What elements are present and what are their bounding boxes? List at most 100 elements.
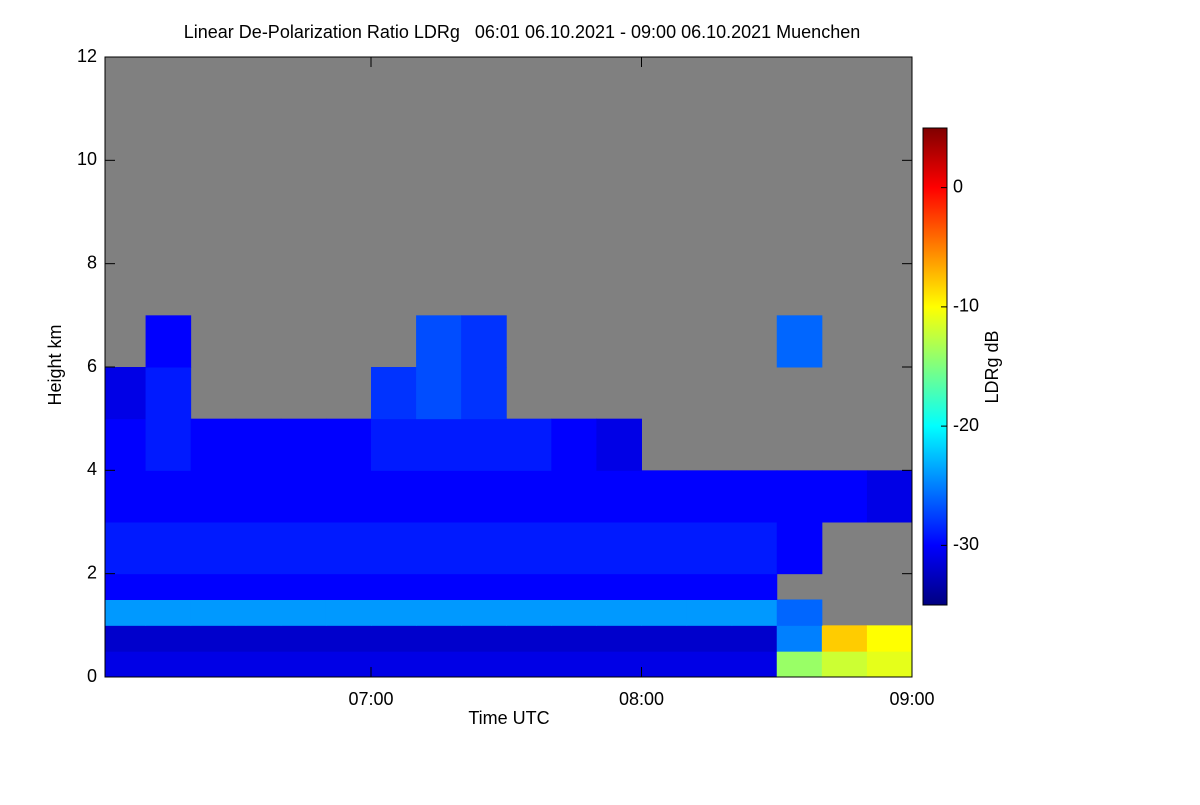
heatmap-cell [280,573,327,600]
heatmap-cell [686,573,733,600]
heatmap-cell [235,522,282,575]
heatmap-cell [866,651,913,678]
heatmap-cell [731,599,778,626]
colorbar-tick-label: 0 [953,176,963,196]
heatmap-cell [416,522,462,575]
heatmap-cell [731,522,778,575]
heatmap-cell [641,625,688,652]
heatmap-cell [145,418,192,471]
heatmap-cell [105,470,147,523]
heatmap-cell [370,522,417,575]
y-axis-label: Height km [45,324,65,405]
x-tick-label: 09:00 [889,689,934,709]
heatmap-cell [686,599,733,626]
heatmap-cell [506,625,552,652]
heatmap-cell [280,625,327,652]
heatmap-cell [235,651,282,678]
heatmap-cell [551,625,597,652]
heatmap-cell [776,651,823,678]
heatmap-cell [776,625,823,652]
heatmap-cell [105,573,147,600]
heatmap-cell [145,625,192,652]
heatmap-cell [596,418,642,471]
heatmap-cell [235,599,282,626]
heatmap-cell [325,470,372,523]
heatmap-cell [190,470,237,523]
heatmap-cell [280,599,327,626]
heatmap-cell [461,651,507,678]
heatmap-cell [416,418,462,471]
heatmap-cell [506,599,552,626]
heatmap-cell [776,470,823,523]
heatmap-cell [641,522,688,575]
x-tick-label: 07:00 [348,689,393,709]
heatmap-cell [551,522,597,575]
heatmap-cell [325,418,372,471]
heatmap-cell [145,599,192,626]
heatmap-cell [145,573,192,600]
heatmap-cell [145,522,192,575]
heatmap-cell [461,522,507,575]
y-tick-label: 8 [87,252,97,272]
x-tick-label: 08:00 [619,689,664,709]
heatmap-cell [776,599,823,626]
heatmap-cell [370,625,417,652]
heatmap-cell [105,522,147,575]
heatmap-cell [686,522,733,575]
heatmap-cell [461,367,507,420]
heatmap-cell [280,470,327,523]
heatmap-cell [370,367,417,420]
heatmap-cell [416,651,462,678]
heatmap-cell [190,599,237,626]
heatmap-cell [325,599,372,626]
heatmap-cell [506,522,552,575]
heatmap-cell [105,625,147,652]
heatmap-cell [596,470,642,523]
heatmap-cell [145,651,192,678]
heatmap-cell [280,418,327,471]
heatmap-cell [596,573,642,600]
heatmap-cell [551,573,597,600]
heatmap-cell [506,651,552,678]
colorbar-tick-label: -10 [953,296,979,316]
heatmap-cell [325,573,372,600]
heatmap-cell [190,418,237,471]
heatmap-cell [641,573,688,600]
heatmap-cell [506,573,552,600]
heatmap-cell [235,573,282,600]
heatmap-cell [145,315,192,368]
heatmap-cell [416,625,462,652]
heatmap-cell [731,625,778,652]
heatmap-cell [105,367,147,420]
heatmap-cell [776,522,823,575]
heatmap-cell [235,625,282,652]
heatmap-cell [416,599,462,626]
heatmap-cell [461,470,507,523]
heatmap-cell [641,599,688,626]
heatmap-cell [461,599,507,626]
heatmap-cell [416,315,462,368]
heatmap-cell [190,522,237,575]
heatmap-cell [190,651,237,678]
colorbar-tick-label: -20 [953,415,979,435]
heatmap-cell [461,315,507,368]
heatmap-cell [280,651,327,678]
heatmap-cell [641,470,688,523]
heatmap-cell [821,651,868,678]
heatmap-cell [105,418,147,471]
heatmap-cell [416,470,462,523]
y-tick-label: 2 [87,562,97,582]
heatmap-cell [866,625,913,652]
heatmap-cell [370,573,417,600]
heatmap-cell [866,470,913,523]
heatmap-cell [551,470,597,523]
heatmap-cell [190,625,237,652]
heatmap-cell [325,625,372,652]
heatmap-cell [145,367,192,420]
heatmap-cell [461,625,507,652]
heatmap-cell [596,599,642,626]
heatmap-cell [596,651,642,678]
heatmap-cell [235,470,282,523]
heatmap-cell [370,470,417,523]
